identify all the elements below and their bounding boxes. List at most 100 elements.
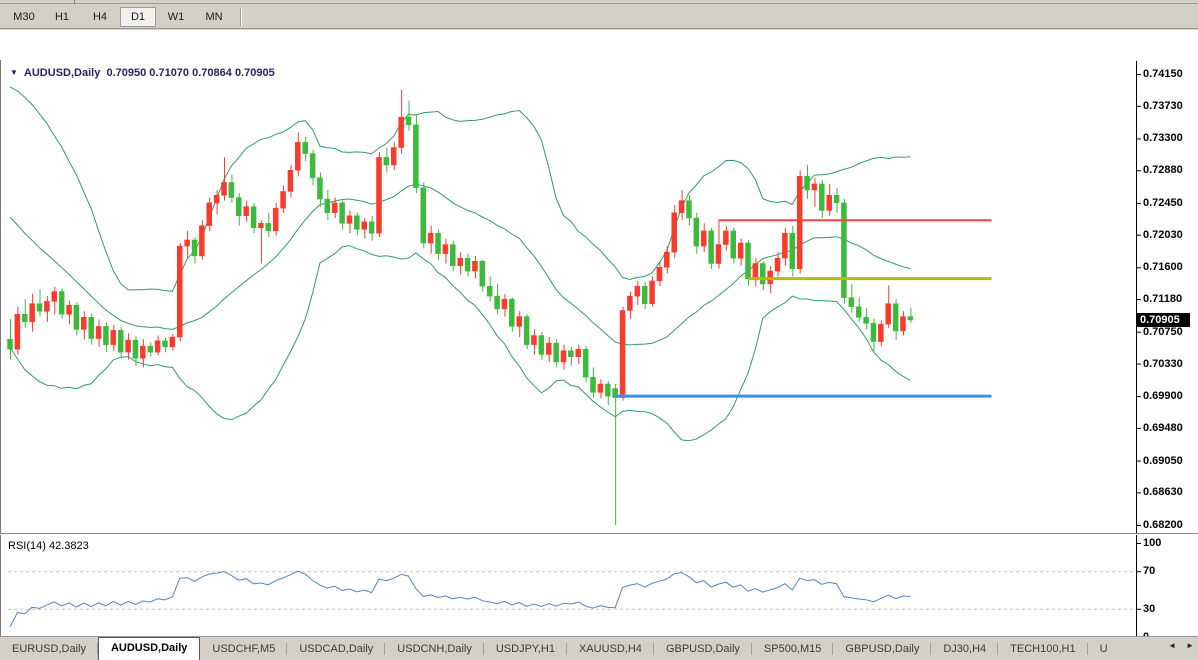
tab-scroll-left-icon[interactable]: ◄ xyxy=(1168,641,1177,650)
symbol-tab-dj30-h4[interactable]: DJ30,H4 xyxy=(931,639,998,660)
candle-body-bull xyxy=(597,383,604,393)
candle-body-bear xyxy=(486,285,493,297)
price-tick-label: 0.74150 xyxy=(1143,68,1183,80)
price-tick-label: 0.71600 xyxy=(1143,261,1183,274)
symbol-tab-gbpusd-daily[interactable]: GBPUSD,Daily xyxy=(833,639,932,660)
symbol-tab-u[interactable]: U xyxy=(1099,643,1108,655)
candle-body-bull xyxy=(95,326,102,339)
candle-body-bear xyxy=(538,335,545,355)
candle-body-bull xyxy=(66,304,72,315)
symbol-tab-sp500-m15[interactable]: SP500,M15 xyxy=(752,639,834,660)
rsi-tick-label: 30 xyxy=(1143,602,1156,615)
candle-body-bear xyxy=(236,197,242,216)
ohlc-low: 0.70864 xyxy=(192,67,232,79)
candle-body-bull xyxy=(900,316,906,332)
ohlc-open: 0.70950 xyxy=(106,67,147,79)
timeframe-button-m30[interactable]: M30 xyxy=(13,10,35,23)
timeframe-button-h1[interactable]: H1 xyxy=(54,10,70,23)
candle-body-bull xyxy=(206,202,213,226)
candle-body-bull xyxy=(531,335,537,345)
candle-body-bull xyxy=(575,348,582,357)
bollinger-middle-line xyxy=(9,183,911,346)
symbol-tab-usdjpy-h1[interactable]: USDJPY,H1 xyxy=(484,639,568,660)
toolbar-grip xyxy=(74,0,75,4)
candle-body-bear xyxy=(450,244,456,267)
candle-body-bull xyxy=(737,242,744,259)
candle-body-bear xyxy=(855,306,862,318)
timeframe-button-h4[interactable]: H4 xyxy=(92,10,108,23)
candle-body-bear xyxy=(612,388,618,398)
candle-body-bull xyxy=(110,329,117,345)
candle-body-bear xyxy=(162,340,168,348)
candle-body-bear xyxy=(892,303,899,332)
timeframe-toolbar: M30 H1 H4 D1 W1 MN xyxy=(0,5,1198,29)
candle-body-bull xyxy=(516,316,522,327)
candle-body-bear xyxy=(863,317,869,324)
timeframe-button-d1[interactable]: D1 xyxy=(120,6,156,27)
candle-body-bull xyxy=(376,157,382,234)
price-tick-label: 0.72450 xyxy=(1143,196,1183,209)
candle-body-bear xyxy=(405,116,412,126)
candle-body-bear xyxy=(479,260,486,287)
timeframe-button-w1[interactable]: W1 xyxy=(167,10,185,23)
price-tick-label: 0.71180 xyxy=(1143,293,1183,306)
candle-body-bear xyxy=(302,141,308,154)
candle-body-bull xyxy=(723,230,729,245)
candle-body-bear xyxy=(228,182,235,198)
candle-body-bull xyxy=(442,244,449,254)
candle-body-bear xyxy=(833,195,840,204)
candle-body-bear xyxy=(605,383,611,397)
candle-body-bull xyxy=(258,223,264,229)
rsi-tick-label: 100 xyxy=(1143,537,1162,549)
tab-scroll-right-icon[interactable]: ► xyxy=(1186,641,1194,650)
symbol-tab-xauusd-h4[interactable]: XAUUSD,H4 xyxy=(567,639,654,660)
candle-body-bear xyxy=(509,298,515,327)
candle-body-bull xyxy=(287,170,294,192)
candle-body-bull xyxy=(44,301,50,312)
ohlc-close: 0.70905 xyxy=(234,67,275,79)
symbol-tab-gbpusd-daily[interactable]: GBPUSD,Daily xyxy=(654,639,752,660)
chart-window[interactable]: ▼ AUDUSD,Daily 0.70950 0.71070 0.70864 0.… xyxy=(0,30,1198,660)
timeframe-button-mn[interactable]: MN xyxy=(205,10,223,23)
rsi-value: 42.3823 xyxy=(48,540,89,552)
symbol-ohlc-header: ▼ AUDUSD,Daily 0.70950 0.71070 0.70864 0.… xyxy=(10,67,275,79)
candle-body-bull xyxy=(472,260,478,272)
candle-body-bear xyxy=(582,348,589,378)
candle-body-bear xyxy=(413,124,419,188)
candle-body-bull xyxy=(885,303,891,325)
candle-body-bear xyxy=(708,230,714,264)
candle-body-bear xyxy=(383,157,390,166)
candle-body-bull xyxy=(811,183,818,191)
candle-body-bear xyxy=(117,329,124,353)
candle-body-bear xyxy=(132,339,139,359)
candle-body-bull xyxy=(14,314,21,350)
candle-body-bull xyxy=(457,257,463,267)
symbol-tab-audusd-daily[interactable]: AUDUSD,Daily xyxy=(97,637,201,660)
candle-body-bull xyxy=(627,295,633,311)
candle-body-bull xyxy=(125,339,131,353)
candle-body-bear xyxy=(819,183,825,211)
candle-body-bear xyxy=(250,206,257,229)
candle-body-bull xyxy=(29,303,35,323)
candle-body-bull xyxy=(199,225,205,257)
candle-body-bull xyxy=(427,232,434,244)
toolbar-separator xyxy=(240,7,242,26)
candle-body-bull xyxy=(826,195,832,211)
bollinger-lower-line xyxy=(9,245,911,442)
chart-menu-icon[interactable]: ▼ xyxy=(10,68,18,77)
candle-body-bull xyxy=(774,257,781,272)
symbol-tab-tech100-h1[interactable]: TECH100,H1 xyxy=(998,639,1089,660)
symbol-tab-usdcad-daily[interactable]: USDCAD,Daily xyxy=(287,639,386,660)
bollinger-upper-line xyxy=(9,86,911,292)
candle-body-bull xyxy=(272,207,279,232)
candle-body-bull xyxy=(346,215,353,224)
chart-canvas[interactable] xyxy=(0,30,1198,660)
symbol-tab-eurusd-daily[interactable]: EURUSD,Daily xyxy=(0,639,98,660)
symbol-tab-usdcnh-daily[interactable]: USDCNH,Daily xyxy=(385,639,484,660)
candle-body-bull xyxy=(184,239,190,247)
price-tick-label: 0.68630 xyxy=(1143,486,1183,499)
candle-body-bull xyxy=(664,251,670,268)
candle-body-bear xyxy=(368,221,375,234)
symbol-tab-usdchf-m5[interactable]: USDCHF,M5 xyxy=(200,639,288,660)
